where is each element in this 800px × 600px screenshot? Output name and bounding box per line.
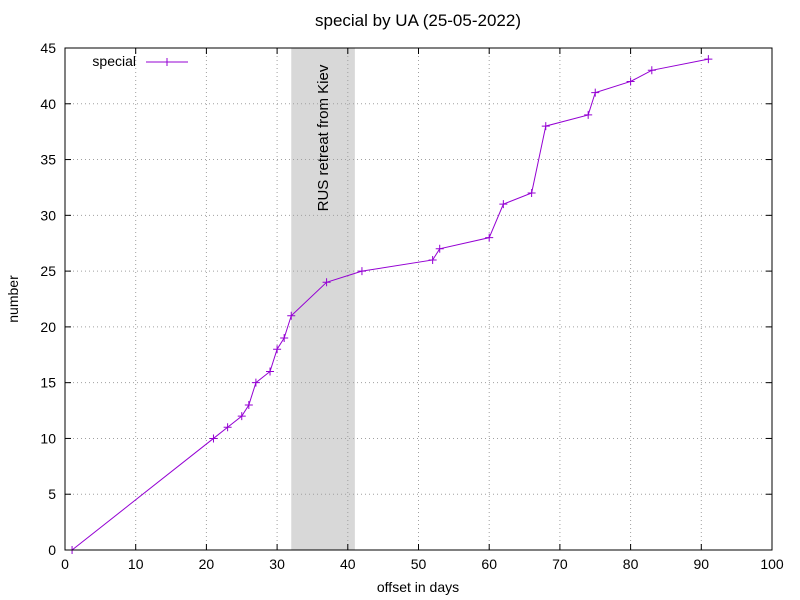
data-point (266, 367, 275, 376)
band-label-0: RUS retreat from Kiev (315, 64, 332, 211)
x-tick-label-3: 30 (269, 556, 285, 572)
x-tick-label-8: 80 (623, 556, 639, 572)
x-tick-label-6: 60 (481, 556, 497, 572)
data-point (591, 88, 600, 97)
data-point (237, 412, 246, 421)
data-point (647, 66, 656, 75)
shaded-band-0 (291, 48, 355, 550)
y-tick-label-6: 30 (40, 207, 56, 223)
data-point (527, 189, 536, 198)
data-point (273, 345, 282, 354)
legend: special (92, 53, 188, 69)
data-point (357, 267, 366, 276)
data-point (541, 122, 550, 131)
data-point (280, 334, 289, 343)
band-layer: RUS retreat from Kiev (291, 48, 355, 550)
data-point (626, 77, 635, 86)
x-tick-label-4: 40 (340, 556, 356, 572)
legend-label: special (92, 53, 136, 69)
series-line-0 (71, 58, 709, 551)
plot-frame (64, 47, 773, 551)
data-point (499, 200, 508, 209)
series-layer (68, 55, 713, 554)
data-point (223, 423, 232, 432)
data-point (251, 378, 260, 387)
y-tick-label-2: 10 (40, 430, 56, 446)
data-point (485, 233, 494, 242)
y-tick-label-0: 0 (48, 542, 56, 558)
y-tick-label-7: 35 (40, 152, 56, 168)
y-tick-label-8: 40 (40, 96, 56, 112)
data-point (209, 434, 218, 443)
tick-layer (64, 47, 773, 551)
data-point (704, 55, 713, 64)
x-tick-label-2: 20 (199, 556, 215, 572)
y-tick-label-1: 5 (48, 486, 56, 502)
data-point (584, 110, 593, 119)
x-tick-label-0: 0 (61, 556, 69, 572)
y-tick-label-4: 20 (40, 319, 56, 335)
x-tick-label-5: 50 (411, 556, 427, 572)
data-point (287, 311, 296, 320)
data-point (435, 244, 444, 253)
data-point (428, 255, 437, 264)
data-point (244, 400, 253, 409)
legend-marker-cross (163, 58, 171, 66)
grid-layer (65, 48, 772, 550)
x-tick-label-9: 90 (694, 556, 710, 572)
y-axis-title: number (5, 275, 21, 323)
x-tick-labels: 0 10 20 30 40 50 60 70 80 90 100 (61, 556, 784, 572)
y-tick-label-3: 15 (40, 375, 56, 391)
x-tick-label-7: 70 (552, 556, 568, 572)
x-tick-label-10: 100 (760, 556, 784, 572)
y-tick-label-9: 45 (40, 40, 56, 56)
x-tick-label-1: 10 (128, 556, 144, 572)
legend-marker (163, 58, 171, 66)
y-tick-label-5: 25 (40, 263, 56, 279)
chart-title: special by UA (25-05-2022) (315, 11, 521, 30)
x-axis-title: offset in days (377, 579, 459, 595)
y-tick-labels: 0 5 10 15 20 25 30 35 40 45 (40, 40, 56, 558)
data-point (322, 278, 331, 287)
